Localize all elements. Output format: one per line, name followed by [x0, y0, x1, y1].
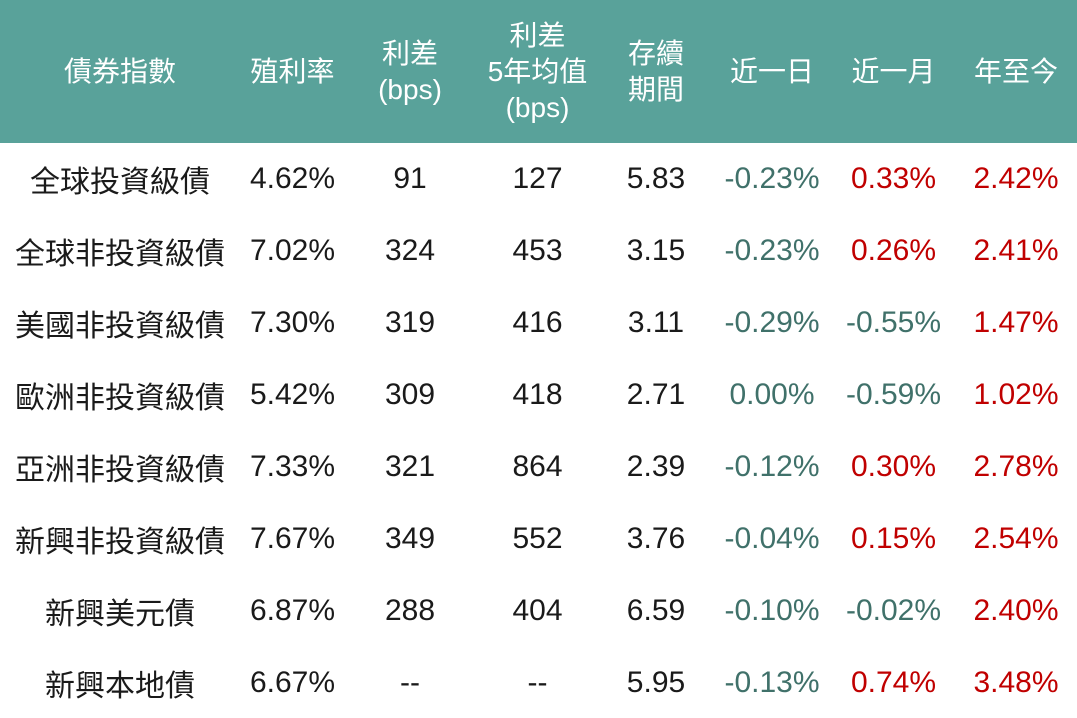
cell-spread-bps: 309: [345, 359, 475, 431]
table-row: 美國非投資級債 7.30% 319 416 3.11 -0.29% -0.55%…: [0, 287, 1077, 359]
header-1m-return: 近一月: [832, 0, 955, 143]
header-duration: 存續 期間: [600, 0, 712, 143]
header-bond-index: 債券指數: [0, 0, 240, 143]
cell-spread-bps: 349: [345, 503, 475, 575]
table-row: 亞洲非投資級債 7.33% 321 864 2.39 -0.12% 0.30% …: [0, 431, 1077, 503]
cell-ytd-return: 1.02%: [955, 359, 1077, 431]
cell-bond-index: 歐洲非投資級債: [0, 359, 240, 431]
cell-1m-return: 0.33%: [832, 143, 955, 215]
header-1d-return: 近一日: [712, 0, 832, 143]
cell-1m-return: 0.26%: [832, 215, 955, 287]
cell-1m-return: -0.02%: [832, 575, 955, 647]
cell-yield: 6.67%: [240, 647, 345, 718]
table-header-row: 債券指數 殖利率 利差 (bps) 利差 5年均值 (bps) 存續 期間 近一…: [0, 0, 1077, 143]
cell-bond-index: 新興美元債: [0, 575, 240, 647]
cell-bond-index: 亞洲非投資級債: [0, 431, 240, 503]
header-label: 債券指數: [63, 55, 176, 87]
cell-duration: 3.11: [600, 287, 712, 359]
header-yield: 殖利率: [240, 0, 345, 143]
cell-1m-return: 0.30%: [832, 431, 955, 503]
header-label: 殖利率: [250, 55, 335, 87]
table-row: 新興本地債 6.67% -- -- 5.95 -0.13% 0.74% 3.48…: [0, 647, 1077, 718]
cell-spread-bps: --: [345, 647, 475, 718]
cell-spread-bps: 319: [345, 287, 475, 359]
header-label: 近一日: [729, 55, 814, 87]
cell-duration: 3.76: [600, 503, 712, 575]
header-label: 年至今: [973, 55, 1058, 87]
header-label: 存續: [627, 37, 684, 69]
table-row: 新興美元債 6.87% 288 404 6.59 -0.10% -0.02% 2…: [0, 575, 1077, 647]
cell-1m-return: 0.74%: [832, 647, 955, 718]
cell-spread-bps: 288: [345, 575, 475, 647]
table-row: 全球非投資級債 7.02% 324 453 3.15 -0.23% 0.26% …: [0, 215, 1077, 287]
cell-spread-5y-avg: --: [475, 647, 600, 718]
cell-bond-index: 全球投資級債: [0, 143, 240, 215]
cell-1d-return: -0.29%: [712, 287, 832, 359]
header-label: 5年均值: [487, 55, 588, 87]
cell-1d-return: -0.04%: [712, 503, 832, 575]
cell-spread-5y-avg: 416: [475, 287, 600, 359]
cell-spread-bps: 324: [345, 215, 475, 287]
cell-spread-5y-avg: 552: [475, 503, 600, 575]
cell-1m-return: 0.15%: [832, 503, 955, 575]
cell-duration: 5.95: [600, 647, 712, 718]
cell-spread-5y-avg: 127: [475, 143, 600, 215]
cell-yield: 7.33%: [240, 431, 345, 503]
cell-duration: 2.71: [600, 359, 712, 431]
header-label: 利差: [509, 19, 566, 51]
cell-bond-index: 新興非投資級債: [0, 503, 240, 575]
cell-duration: 5.83: [600, 143, 712, 215]
header-spread-5y-avg-bps: 利差 5年均值 (bps): [475, 0, 600, 143]
cell-yield: 6.87%: [240, 575, 345, 647]
cell-duration: 2.39: [600, 431, 712, 503]
header-spread-bps: 利差 (bps): [345, 0, 475, 143]
cell-1m-return: -0.59%: [832, 359, 955, 431]
cell-ytd-return: 2.41%: [955, 215, 1077, 287]
cell-ytd-return: 3.48%: [955, 647, 1077, 718]
header-label: (bps): [378, 73, 442, 105]
cell-yield: 7.30%: [240, 287, 345, 359]
cell-bond-index: 美國非投資級債: [0, 287, 240, 359]
cell-1d-return: -0.13%: [712, 647, 832, 718]
header-label: (bps): [505, 91, 570, 123]
cell-spread-bps: 91: [345, 143, 475, 215]
cell-duration: 3.15: [600, 215, 712, 287]
cell-yield: 7.02%: [240, 215, 345, 287]
cell-bond-index: 全球非投資級債: [0, 215, 240, 287]
cell-spread-5y-avg: 404: [475, 575, 600, 647]
cell-1m-return: -0.55%: [832, 287, 955, 359]
cell-1d-return: -0.23%: [712, 215, 832, 287]
cell-bond-index: 新興本地債: [0, 647, 240, 718]
cell-spread-5y-avg: 418: [475, 359, 600, 431]
cell-spread-bps: 321: [345, 431, 475, 503]
table-row: 全球投資級債 4.62% 91 127 5.83 -0.23% 0.33% 2.…: [0, 143, 1077, 215]
header-label: 期間: [627, 73, 684, 105]
cell-yield: 5.42%: [240, 359, 345, 431]
table-row: 新興非投資級債 7.67% 349 552 3.76 -0.04% 0.15% …: [0, 503, 1077, 575]
cell-duration: 6.59: [600, 575, 712, 647]
cell-ytd-return: 2.40%: [955, 575, 1077, 647]
cell-1d-return: -0.10%: [712, 575, 832, 647]
cell-ytd-return: 2.78%: [955, 431, 1077, 503]
cell-ytd-return: 2.42%: [955, 143, 1077, 215]
cell-1d-return: 0.00%: [712, 359, 832, 431]
cell-1d-return: -0.12%: [712, 431, 832, 503]
cell-1d-return: -0.23%: [712, 143, 832, 215]
cell-ytd-return: 2.54%: [955, 503, 1077, 575]
header-label: 利差: [381, 37, 438, 69]
cell-ytd-return: 1.47%: [955, 287, 1077, 359]
header-ytd-return: 年至今: [955, 0, 1077, 143]
cell-spread-5y-avg: 453: [475, 215, 600, 287]
cell-yield: 4.62%: [240, 143, 345, 215]
table-row: 歐洲非投資級債 5.42% 309 418 2.71 0.00% -0.59% …: [0, 359, 1077, 431]
header-label: 近一月: [851, 55, 936, 87]
cell-spread-5y-avg: 864: [475, 431, 600, 503]
cell-yield: 7.67%: [240, 503, 345, 575]
